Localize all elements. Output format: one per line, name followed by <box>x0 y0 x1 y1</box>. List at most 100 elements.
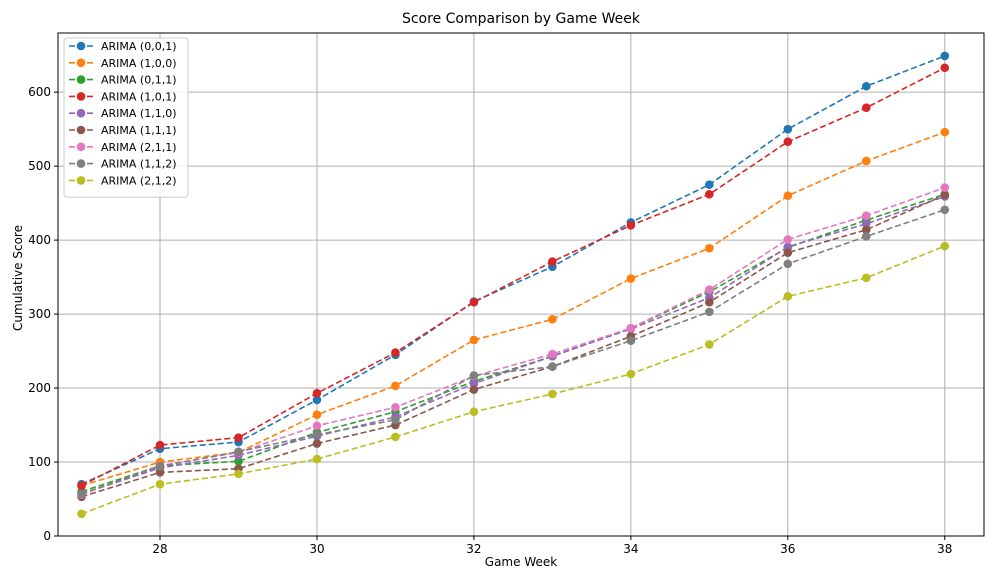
data-point <box>469 407 479 417</box>
chart-title: Score Comparison by Game Week <box>402 11 641 27</box>
data-point <box>940 63 950 73</box>
data-point <box>155 468 165 477</box>
data-point <box>861 211 871 221</box>
data-point <box>312 410 322 419</box>
series-8 <box>77 241 950 519</box>
data-point <box>783 248 793 257</box>
data-point <box>783 191 793 201</box>
data-point <box>391 402 400 412</box>
legend-swatch-marker <box>76 41 86 51</box>
tick-labels: 28 30 32 34 36 38 0 100 200 300 400 500 600 <box>28 85 952 556</box>
series-line <box>81 67 946 487</box>
legend-label: ARIMA (1,0,1) <box>101 90 177 103</box>
series-line <box>81 186 946 496</box>
data-point <box>783 124 793 134</box>
y-tick-label: 0 <box>43 529 51 543</box>
data-point <box>234 433 243 442</box>
series-line <box>81 55 946 485</box>
grid-lines <box>58 33 984 537</box>
data-point <box>783 292 793 301</box>
legend-swatch-marker <box>76 92 86 101</box>
data-point <box>861 219 871 229</box>
data-point <box>155 479 165 489</box>
series-6 <box>77 183 950 499</box>
data-point <box>155 462 165 471</box>
x-tick-label: 34 <box>623 542 638 556</box>
data-point <box>234 469 243 479</box>
data-point <box>469 379 479 388</box>
data-point <box>705 180 714 189</box>
legend-swatch-marker <box>76 142 86 152</box>
series-3 <box>77 63 950 491</box>
data-point <box>312 430 322 439</box>
legend-label: ARIMA (2,1,2) <box>101 174 177 187</box>
data-point <box>783 259 793 269</box>
data-point <box>548 389 557 399</box>
data-point <box>705 285 714 294</box>
series-line <box>81 131 946 487</box>
data-point <box>626 369 636 379</box>
legend-swatch-marker <box>76 125 86 135</box>
series-line <box>81 245 946 515</box>
data-point <box>940 205 950 215</box>
data-point <box>469 335 479 345</box>
y-tick-label: 100 <box>28 455 51 469</box>
data-point <box>77 481 86 491</box>
legend-item: ARIMA (1,0,1) <box>69 90 177 103</box>
data-point <box>77 509 86 519</box>
series-line <box>81 194 946 498</box>
legend-label: ARIMA (1,0,0) <box>101 57 177 70</box>
data-point <box>861 273 871 283</box>
data-point <box>705 297 714 307</box>
series-4 <box>77 192 950 499</box>
legend-label: ARIMA (2,1,1) <box>101 141 177 154</box>
legend-label: ARIMA (1,1,0) <box>101 107 177 120</box>
series-line <box>81 193 946 493</box>
data-point <box>312 395 322 405</box>
data-point <box>705 189 714 199</box>
series-2 <box>77 189 950 496</box>
series-lines <box>77 51 950 519</box>
data-point <box>77 489 86 499</box>
x-tick-label: 36 <box>780 542 795 556</box>
data-point <box>548 349 557 359</box>
legend-item: ARIMA (1,1,0) <box>69 107 177 120</box>
data-point <box>940 183 950 192</box>
data-point <box>861 232 871 241</box>
series-line <box>81 209 946 495</box>
data-point <box>469 371 479 380</box>
legend-item: ARIMA (0,0,1) <box>69 40 177 53</box>
data-point <box>391 415 400 425</box>
data-point <box>469 297 479 307</box>
data-point <box>626 323 636 333</box>
data-point <box>783 137 793 147</box>
legend-item: ARIMA (1,1,1) <box>69 124 177 137</box>
data-point <box>548 362 557 371</box>
series-7 <box>77 205 950 499</box>
data-point <box>469 385 479 394</box>
data-point <box>312 454 322 464</box>
data-point <box>940 127 950 137</box>
y-tick-label: 300 <box>28 307 51 321</box>
legend-swatch-marker <box>76 159 86 168</box>
plot-frame <box>57 32 985 537</box>
legend-item: ARIMA (2,1,2) <box>69 174 177 187</box>
x-axis-label: Game Week <box>485 555 557 569</box>
legend-label: ARIMA (1,1,2) <box>101 158 177 171</box>
x-tick-label: 32 <box>466 542 481 556</box>
series-0 <box>77 51 950 489</box>
data-point <box>783 235 793 244</box>
legend-item: ARIMA (1,1,2) <box>69 158 177 171</box>
data-point <box>861 225 871 235</box>
data-point <box>705 243 714 253</box>
data-point <box>234 447 243 456</box>
legend-item: ARIMA (2,1,1) <box>69 141 177 154</box>
x-tick-label: 30 <box>309 542 324 556</box>
data-point <box>548 314 557 324</box>
data-point <box>548 257 557 266</box>
legend-item: ARIMA (1,0,0) <box>69 57 177 70</box>
x-tick-label: 28 <box>152 542 167 556</box>
legend-swatch-marker <box>76 75 86 84</box>
legend-swatch-marker <box>76 108 86 118</box>
